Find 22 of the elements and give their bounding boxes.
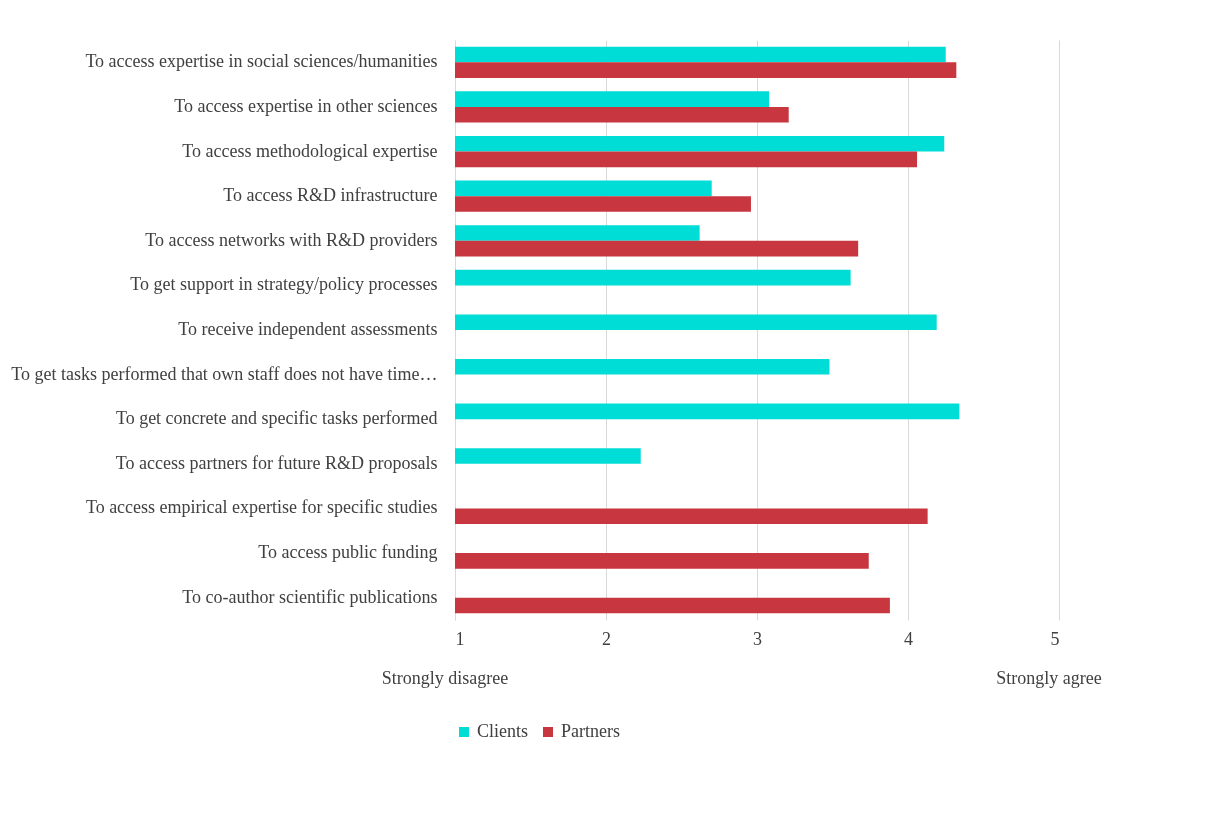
- y-tick-label: To access R&D infrastructure: [223, 185, 438, 206]
- y-tick-label: To co-author scientific publications: [182, 586, 438, 607]
- y-tick-label: To access public funding: [258, 542, 438, 563]
- y-tick-label: To receive independent assessments: [178, 319, 438, 339]
- x-tick-label: 2: [602, 628, 611, 649]
- y-tick-label: To access empirical expertise for specific studies: [85, 497, 438, 518]
- y-tick-label: To access methodological expertise: [182, 140, 438, 161]
- text: Strongly agree: [996, 668, 1102, 689]
- x-tick-label: 3: [753, 628, 762, 649]
- y-tick-label: To access networks with R&D providers: [145, 229, 438, 250]
- x-tick-label: 4: [904, 628, 913, 649]
- text: Strongly disagree: [381, 668, 509, 689]
- x-tick-label: 5: [1050, 628, 1060, 649]
- y-tick-label: To access partners for future R&D proposals: [115, 452, 438, 473]
- y-tick-label: To get concrete and specific tasks performed: [115, 408, 438, 429]
- y-tick-label: To get tasks performed that own staff does not have time…: [11, 363, 438, 384]
- legend-label: Clients: [477, 721, 529, 741]
- legend-label: Partners: [561, 721, 620, 741]
- y-tick-label: To access expertise in social sciences/humanities: [85, 51, 438, 72]
- y-tick-label: To access expertise in other sciences: [174, 95, 438, 116]
- x-tick-label: 1: [455, 628, 465, 649]
- y-tick-label: To get support in strategy/policy processes: [130, 274, 438, 295]
